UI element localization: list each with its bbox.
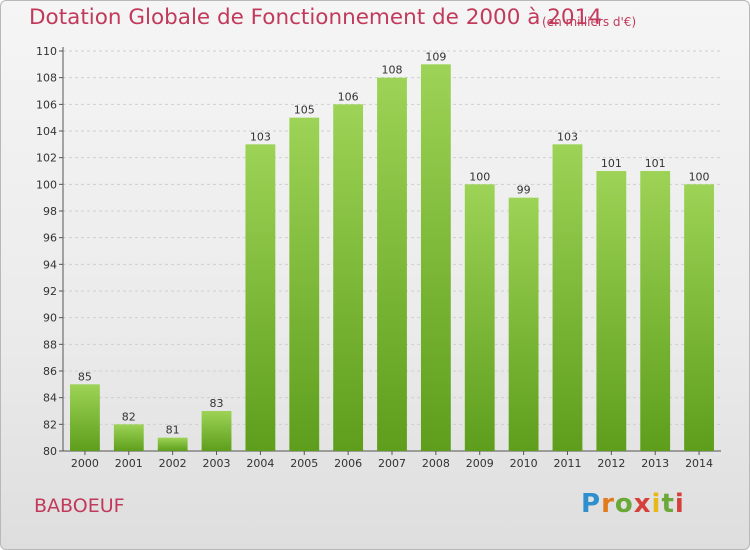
logo-letter: P	[581, 489, 602, 519]
y-tick-label: 98	[43, 205, 57, 218]
bar	[70, 384, 100, 451]
x-tick-label: 2014	[685, 457, 713, 470]
x-tick-label: 2008	[422, 457, 450, 470]
x-tick-label: 2011	[553, 457, 581, 470]
bar	[113, 424, 144, 451]
x-tick-label: 2004	[246, 457, 274, 470]
x-tick-label: 2003	[203, 457, 231, 470]
data-label: 108	[382, 64, 403, 77]
y-tick-label: 106	[36, 98, 57, 111]
x-tick-label: 2000	[71, 457, 99, 470]
data-label: 106	[338, 90, 359, 103]
bar	[640, 171, 671, 451]
data-label: 83	[210, 397, 224, 410]
data-label: 99	[517, 184, 531, 197]
logo-letter: x	[633, 489, 652, 519]
y-tick-label: 82	[43, 418, 57, 431]
data-label: 101	[601, 157, 622, 170]
bars: 85 82 81 83 103 105 106 108 109 100 99 103 101 101 100	[70, 50, 714, 452]
bar	[157, 437, 188, 451]
y-tick-label: 86	[43, 365, 57, 378]
data-label: 105	[294, 104, 315, 117]
bar	[333, 104, 364, 451]
y-tick-label: 96	[43, 232, 57, 245]
x-tick-label: 2007	[378, 457, 406, 470]
data-label: 100	[689, 170, 710, 183]
y-tick-label: 102	[36, 152, 57, 165]
logo-letter: t	[661, 489, 675, 519]
data-label: 100	[469, 170, 490, 183]
x-tick-label: 2012	[597, 457, 625, 470]
bar	[245, 144, 276, 452]
y-tick-label: 94	[43, 258, 57, 271]
x-tick-label: 2006	[334, 457, 362, 470]
proxiti-logo: Proxiti	[581, 489, 685, 519]
y-tick-label: 100	[36, 178, 57, 191]
y-tick-label: 90	[43, 312, 57, 325]
x-tick-label: 2001	[115, 457, 143, 470]
y-tick-label: 88	[43, 338, 57, 351]
data-label: 101	[645, 157, 666, 170]
y-tick-label: 84	[43, 392, 57, 405]
data-label: 109	[425, 50, 446, 63]
x-tick-label: 2002	[159, 457, 187, 470]
x-tick-label: 2010	[510, 457, 538, 470]
logo-letter: i	[674, 489, 685, 519]
x-tick-label: 2005	[290, 457, 318, 470]
bar	[596, 171, 627, 451]
data-label: 81	[166, 424, 180, 437]
logo-letter: o	[614, 489, 634, 519]
logo-letter: i	[651, 489, 662, 519]
bar	[508, 197, 539, 451]
x-tick-label: 2009	[466, 457, 494, 470]
data-label: 82	[122, 410, 136, 423]
data-label: 103	[557, 130, 578, 143]
y-tick-label: 108	[36, 72, 57, 85]
chart-unit: (en milliers d'€)	[542, 15, 637, 29]
bar	[464, 184, 495, 452]
bar	[684, 184, 714, 452]
x-tick-label: 2013	[641, 457, 669, 470]
y-tick-label: 110	[36, 45, 57, 58]
data-label: 103	[250, 130, 271, 143]
commune-name: BABOEUF	[34, 495, 125, 517]
chart-title: Dotation Globale de Fonctionnement de 20…	[29, 5, 602, 30]
logo-letter: r	[601, 489, 615, 519]
bar	[377, 77, 407, 452]
y-tick-label: 104	[36, 125, 57, 138]
bar	[289, 117, 320, 452]
y-tick-label: 92	[43, 285, 57, 298]
bar	[201, 411, 232, 451]
bar	[552, 144, 583, 452]
bar	[420, 64, 451, 452]
y-tick-label: 80	[43, 445, 57, 458]
data-label: 85	[78, 370, 92, 383]
